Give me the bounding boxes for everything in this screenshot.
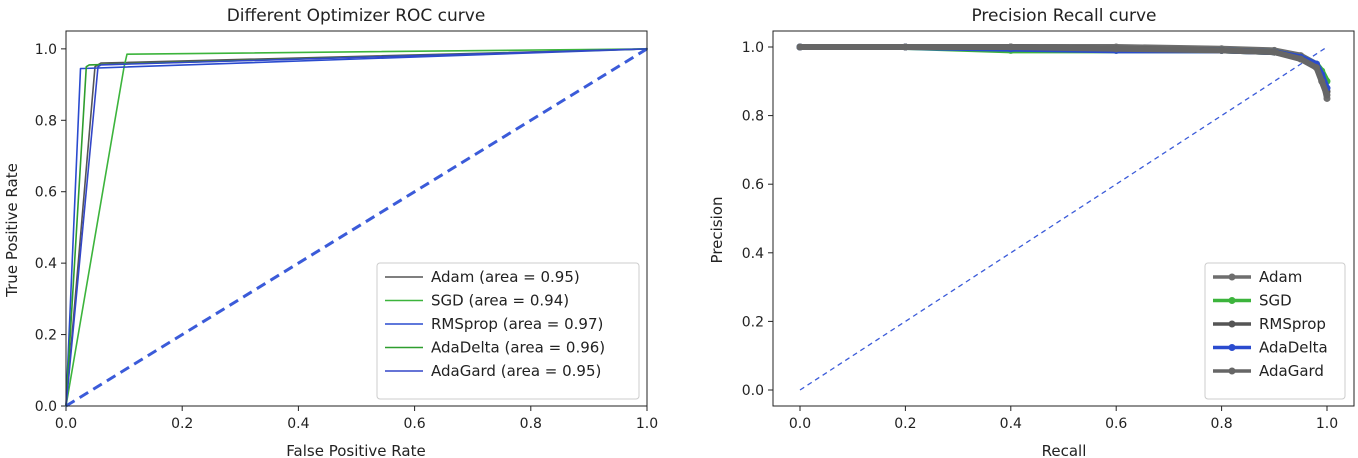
pr-point-adagard xyxy=(1312,64,1320,72)
roc-y-tick-label: 0.2 xyxy=(35,328,57,344)
roc-y-tick-label: 0.4 xyxy=(35,256,57,272)
roc-legend-label-rmsprop: RMSprop (area = 0.97) xyxy=(431,315,603,333)
roc-y-tick-label: 0.0 xyxy=(35,399,57,415)
roc-series-line-sgd xyxy=(65,48,648,407)
pr-x-tick-label: 0.4 xyxy=(1000,416,1022,432)
pr-y-tick-label: 0.4 xyxy=(742,246,764,262)
roc-legend-label-adadelta: AdaDelta (area = 0.96) xyxy=(431,339,605,357)
pr-legend-label-adadelta: AdaDelta xyxy=(1259,339,1328,357)
pr-y-tick-label: 0.0 xyxy=(742,383,764,399)
pr-plot-frame xyxy=(772,30,1355,407)
pr-x-tick-label: 0.6 xyxy=(1105,416,1127,432)
pr-point-adagard xyxy=(1297,55,1305,63)
pr-legend-marker-adadelta xyxy=(1228,344,1236,351)
roc-x-tick-label: 0.6 xyxy=(403,416,425,432)
roc-x-tick-label: 0.4 xyxy=(287,416,309,432)
roc-chart: Different Optimizer ROC curve False Posi… xyxy=(3,6,658,458)
roc-y-tick-label: 0.8 xyxy=(35,113,57,129)
pr-point-adagard xyxy=(1112,45,1120,53)
pr-legend-marker-adam xyxy=(1228,273,1236,281)
pr-legend-marker-sgd xyxy=(1228,297,1236,304)
pr-legend-marker-adagard xyxy=(1228,367,1236,375)
roc-reference-diagonal xyxy=(65,47,648,408)
pr-point-adagard xyxy=(1270,48,1278,56)
pr-series-line-adam xyxy=(797,44,1330,102)
pr-legend-label-adam: Adam xyxy=(1259,268,1302,286)
pr-legend-box xyxy=(1204,262,1346,400)
roc-legend-label-adam: Adam (area = 0.95) xyxy=(431,268,580,286)
roc-legend-label-sgd: SGD (area = 0.94) xyxy=(431,292,569,310)
pr-point-adagard xyxy=(1218,46,1226,54)
pr-legend-label-adagard: AdaGard xyxy=(1259,362,1324,380)
roc-legend-box xyxy=(376,262,640,400)
roc-y-tick-label: 1.0 xyxy=(35,42,57,58)
roc-series-line-adagard xyxy=(65,48,648,407)
roc-y-tick-label: 0.6 xyxy=(35,185,57,201)
roc-x-tick-label: 0.2 xyxy=(171,416,193,432)
pr-chart-title: Precision Recall curve xyxy=(971,6,1156,26)
pr-point-adagard xyxy=(796,43,804,51)
pr-point-adagard xyxy=(901,43,909,51)
pr-x-tick-label: 0.8 xyxy=(1210,416,1232,432)
roc-y-axis-label: True Positive Rate xyxy=(3,163,21,298)
roc-chart-title: Different Optimizer ROC curve xyxy=(227,6,486,26)
roc-x-tick-label: 1.0 xyxy=(636,416,658,432)
pr-legend-label-rmsprop: RMSprop xyxy=(1259,315,1326,333)
roc-x-tick-label: 0.0 xyxy=(55,416,77,432)
pr-x-tick-label: 0.0 xyxy=(789,416,811,432)
roc-series-line-rmsprop xyxy=(65,48,648,407)
roc-legend-label-adagard: AdaGard (area = 0.95) xyxy=(431,362,601,380)
roc-x-tick-label: 0.8 xyxy=(520,416,542,432)
roc-plot-frame xyxy=(65,30,648,407)
pr-y-tick-label: 0.2 xyxy=(742,314,764,330)
pr-legend-marker-rmsprop xyxy=(1228,320,1236,328)
pr-x-axis-label: Recall xyxy=(1042,442,1087,458)
pr-legend-label-sgd: SGD xyxy=(1259,292,1292,310)
pr-point-adagard xyxy=(1323,91,1331,99)
pr-series-line-adagard xyxy=(797,44,1330,98)
pr-point-adagard xyxy=(1318,77,1326,85)
pr-reference-diagonal xyxy=(799,46,1328,391)
roc-x-axis-label: False Positive Rate xyxy=(286,442,425,458)
pr-y-tick-label: 0.8 xyxy=(742,109,764,125)
pr-y-tick-label: 1.0 xyxy=(742,40,764,56)
pr-chart: Precision Recall curve Recall Precision … xyxy=(708,6,1355,458)
pr-y-tick-label: 0.6 xyxy=(742,177,764,193)
pr-x-tick-label: 0.2 xyxy=(894,416,916,432)
pr-x-tick-label: 1.0 xyxy=(1316,416,1338,432)
pr-point-adagard xyxy=(1007,43,1015,51)
pr-y-axis-label: Precision xyxy=(708,197,726,264)
